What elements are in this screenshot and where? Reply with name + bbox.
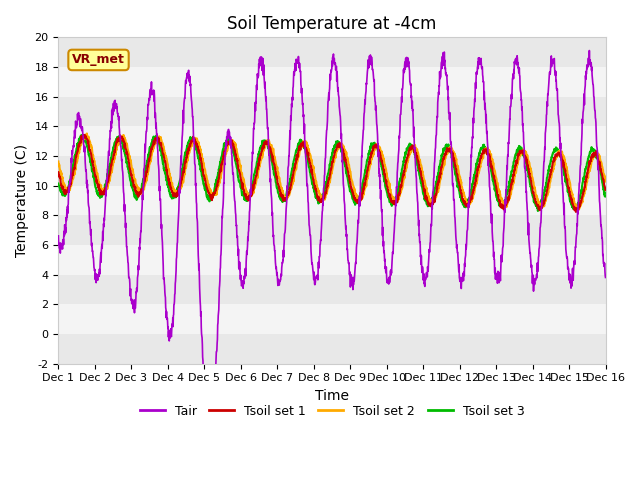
Y-axis label: Temperature (C): Temperature (C) bbox=[15, 144, 29, 257]
Bar bbox=[58, 186, 605, 216]
Bar bbox=[58, 67, 605, 96]
Bar bbox=[58, 275, 605, 304]
Bar bbox=[58, 304, 605, 334]
X-axis label: Time: Time bbox=[315, 389, 349, 403]
Text: VR_met: VR_met bbox=[72, 53, 125, 66]
Bar bbox=[58, 156, 605, 186]
Title: Soil Temperature at -4cm: Soil Temperature at -4cm bbox=[227, 15, 436, 33]
Bar bbox=[58, 126, 605, 156]
Bar bbox=[58, 216, 605, 245]
Bar bbox=[58, 96, 605, 126]
Bar bbox=[58, 37, 605, 67]
Bar bbox=[58, 334, 605, 364]
Bar bbox=[58, 245, 605, 275]
Legend: Tair, Tsoil set 1, Tsoil set 2, Tsoil set 3: Tair, Tsoil set 1, Tsoil set 2, Tsoil se… bbox=[134, 400, 529, 423]
